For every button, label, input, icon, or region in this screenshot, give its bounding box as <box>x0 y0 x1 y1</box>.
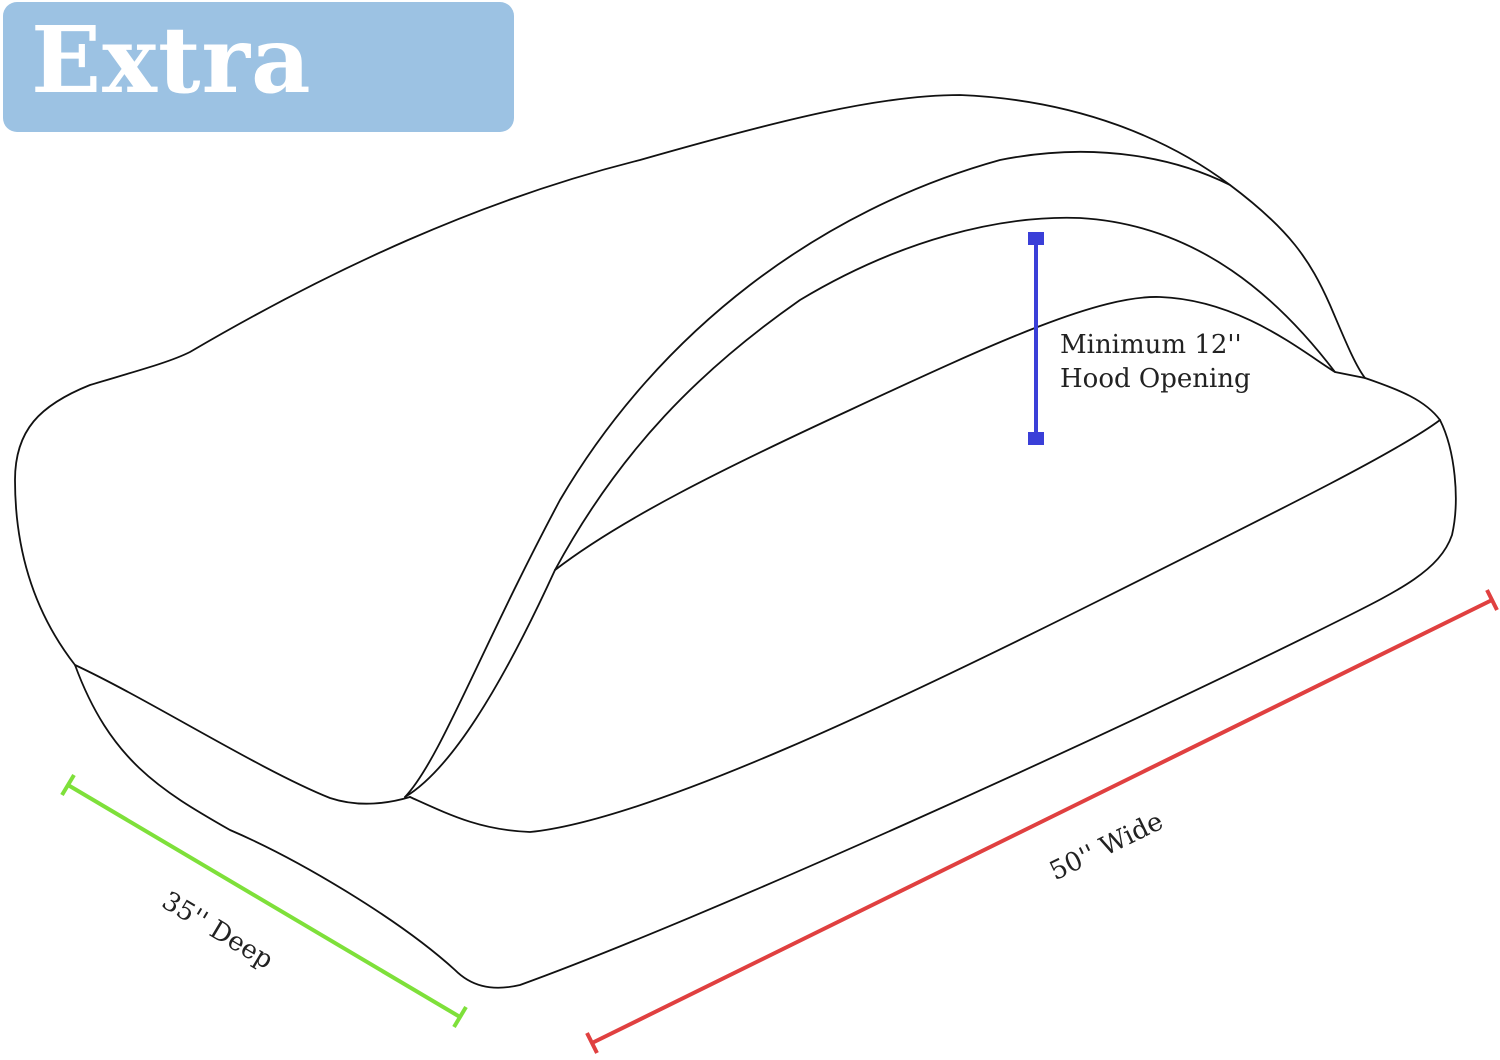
hood-opening-label: Minimum 12'' Hood Opening <box>1060 328 1251 396</box>
size-badge: Extra Large <box>3 2 514 222</box>
hood-dimension <box>1028 232 1044 445</box>
depth-dimension <box>60 773 468 1029</box>
hood-inner-arch <box>554 216 1336 571</box>
hood-label-line2: Hood Opening <box>1060 364 1251 394</box>
cushion-front-edge <box>409 419 1441 833</box>
width-dimension <box>585 589 1499 1054</box>
size-title: Extra Large <box>31 6 332 222</box>
bed-outline <box>14 94 1457 989</box>
hood-outer-arch <box>404 151 1231 798</box>
hood-inner-floor <box>554 296 1366 571</box>
hood-side-edge <box>404 569 556 798</box>
hood-label-line1: Minimum 12'' <box>1060 330 1242 360</box>
front-bolster-edge <box>74 664 411 805</box>
